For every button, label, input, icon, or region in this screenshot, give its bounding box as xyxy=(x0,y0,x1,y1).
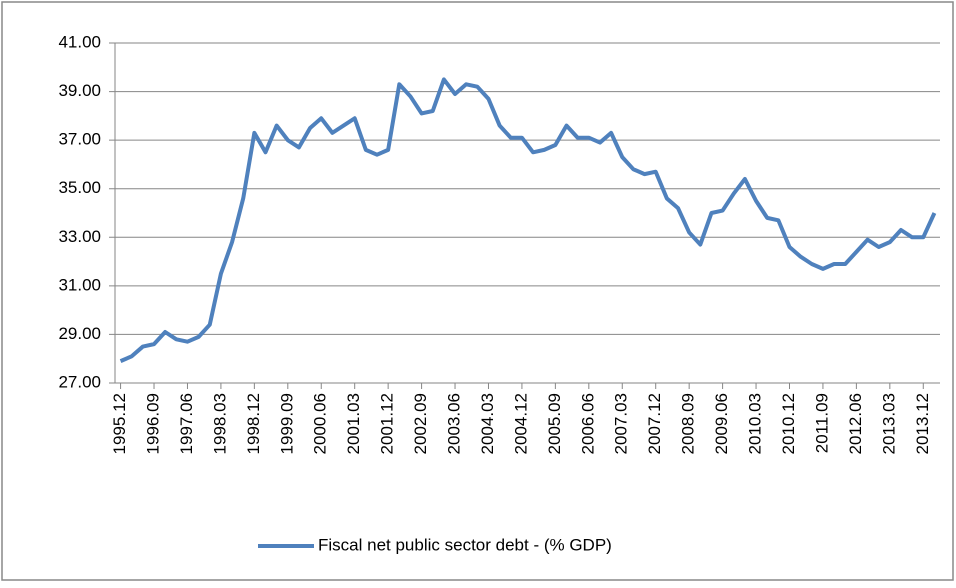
y-tick-label: 33.00 xyxy=(58,227,101,246)
x-tick-label: 2005.09 xyxy=(545,393,564,454)
x-tick-label: 2011.09 xyxy=(812,393,831,453)
data-line xyxy=(119,77,937,363)
x-tick-label: 1995.12 xyxy=(110,393,129,454)
y-tick-label: 35.00 xyxy=(58,178,101,197)
x-tick-label: 1999.09 xyxy=(277,393,296,454)
x-tick-label: 2003.06 xyxy=(445,393,464,454)
x-tick-label: 2012.06 xyxy=(846,393,865,454)
x-tick-label: 1996.09 xyxy=(144,393,163,454)
y-tick-label: 39.00 xyxy=(58,81,101,100)
y-tick-label: 37.00 xyxy=(58,130,101,149)
legend-label: Fiscal net public sector debt - (% GDP) xyxy=(318,535,612,554)
x-tick-label: 2010.03 xyxy=(746,393,765,454)
y-tick-label: 29.00 xyxy=(58,324,101,343)
x-tick-label: 1998.03 xyxy=(210,393,229,454)
x-tick-label: 2013.03 xyxy=(879,393,898,454)
x-tick-label: 2001.03 xyxy=(344,393,363,454)
y-tick-label: 27.00 xyxy=(58,372,101,391)
y-tick-label: 41.00 xyxy=(58,32,101,51)
x-tick-label: 2004.12 xyxy=(511,393,530,454)
x-tick-label: 2007.03 xyxy=(612,393,631,454)
x-tick-label: 2010.12 xyxy=(779,393,798,454)
x-tick-label: 2009.06 xyxy=(712,393,731,454)
x-tick-label: 1998.12 xyxy=(244,393,263,454)
y-tick-label: 31.00 xyxy=(58,275,101,294)
x-tick-label: 2000.06 xyxy=(311,393,330,454)
x-tick-label: 2002.09 xyxy=(411,393,430,454)
x-tick-label: 2008.09 xyxy=(679,393,698,454)
x-tick-label: 1997.06 xyxy=(177,393,196,454)
x-tick-label: 2007.12 xyxy=(645,393,664,454)
x-tick-label: 2001.12 xyxy=(378,393,397,454)
x-tick-label: 2006.06 xyxy=(578,393,597,454)
x-tick-label: 2004.03 xyxy=(478,393,497,454)
x-tick-label: 2013.12 xyxy=(913,393,932,454)
